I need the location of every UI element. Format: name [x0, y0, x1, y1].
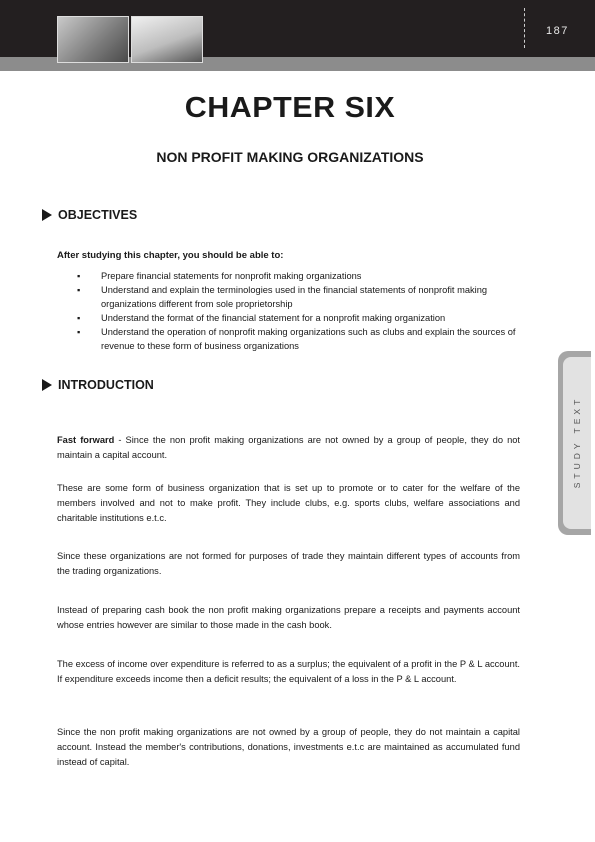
bullet-icon: ▪ — [77, 313, 81, 323]
chapter-title: CHAPTER SIX — [184, 92, 396, 124]
fast-forward-text: - Since the non profit making organizati… — [57, 435, 520, 460]
objective-text: Prepare financial statements for nonprof… — [101, 271, 362, 281]
objectives-list: ▪ Prepare financial statements for nonpro… — [57, 269, 525, 353]
list-item: ▪ Understand the format of the financial … — [57, 311, 525, 325]
intro-paragraph: Since these organizations are not formed… — [57, 551, 520, 576]
objectives-heading-label: OBJECTIVES — [58, 208, 138, 222]
introduction-heading-label: INTRODUCTION — [58, 378, 154, 392]
fast-forward-label: Fast forward — [57, 435, 115, 445]
fast-forward-paragraph: Fast forward - Since the non profit maki… — [57, 433, 520, 463]
arrow-bullet-icon — [42, 379, 52, 391]
bullet-icon: ▪ — [77, 271, 81, 281]
side-tab-inner — [563, 357, 591, 529]
objective-text: Understand the format of the financial s… — [101, 313, 446, 323]
introduction-heading: INTRODUCTION — [42, 378, 154, 392]
chapter-subtitle: NON PROFIT MAKING ORGANIZATIONS — [156, 149, 424, 165]
objective-text: Understand the operation of nonprofit ma… — [101, 327, 516, 351]
person-working-photo — [131, 16, 203, 63]
objectives-heading: OBJECTIVES — [42, 208, 137, 222]
arrow-bullet-icon — [42, 209, 52, 221]
list-item: ▪ Prepare financial statements for nonpro… — [57, 269, 525, 283]
list-item: ▪ Understand the operation of nonprofit m… — [57, 325, 525, 353]
objectives-lead: After studying this chapter, you should … — [57, 250, 284, 261]
bullet-icon: ▪ — [77, 285, 81, 295]
calculator-photo — [57, 16, 129, 63]
intro-paragraph: These are some form of business organiza… — [57, 483, 520, 523]
intro-paragraph: Instead of preparing cash book the non p… — [57, 605, 520, 630]
objective-text: Understand and explain the terminologies… — [101, 285, 488, 309]
intro-paragraph: Since the non profit making organization… — [57, 727, 520, 767]
page-number: 187 — [546, 25, 569, 37]
list-item: ▪ Understand and explain the terminologie… — [57, 283, 525, 311]
side-tab-label: STUDY TEXT — [572, 395, 582, 489]
bullet-icon: ▪ — [77, 327, 81, 337]
header-divider — [524, 8, 525, 48]
intro-paragraph: The excess of income over expenditure is… — [57, 659, 520, 684]
